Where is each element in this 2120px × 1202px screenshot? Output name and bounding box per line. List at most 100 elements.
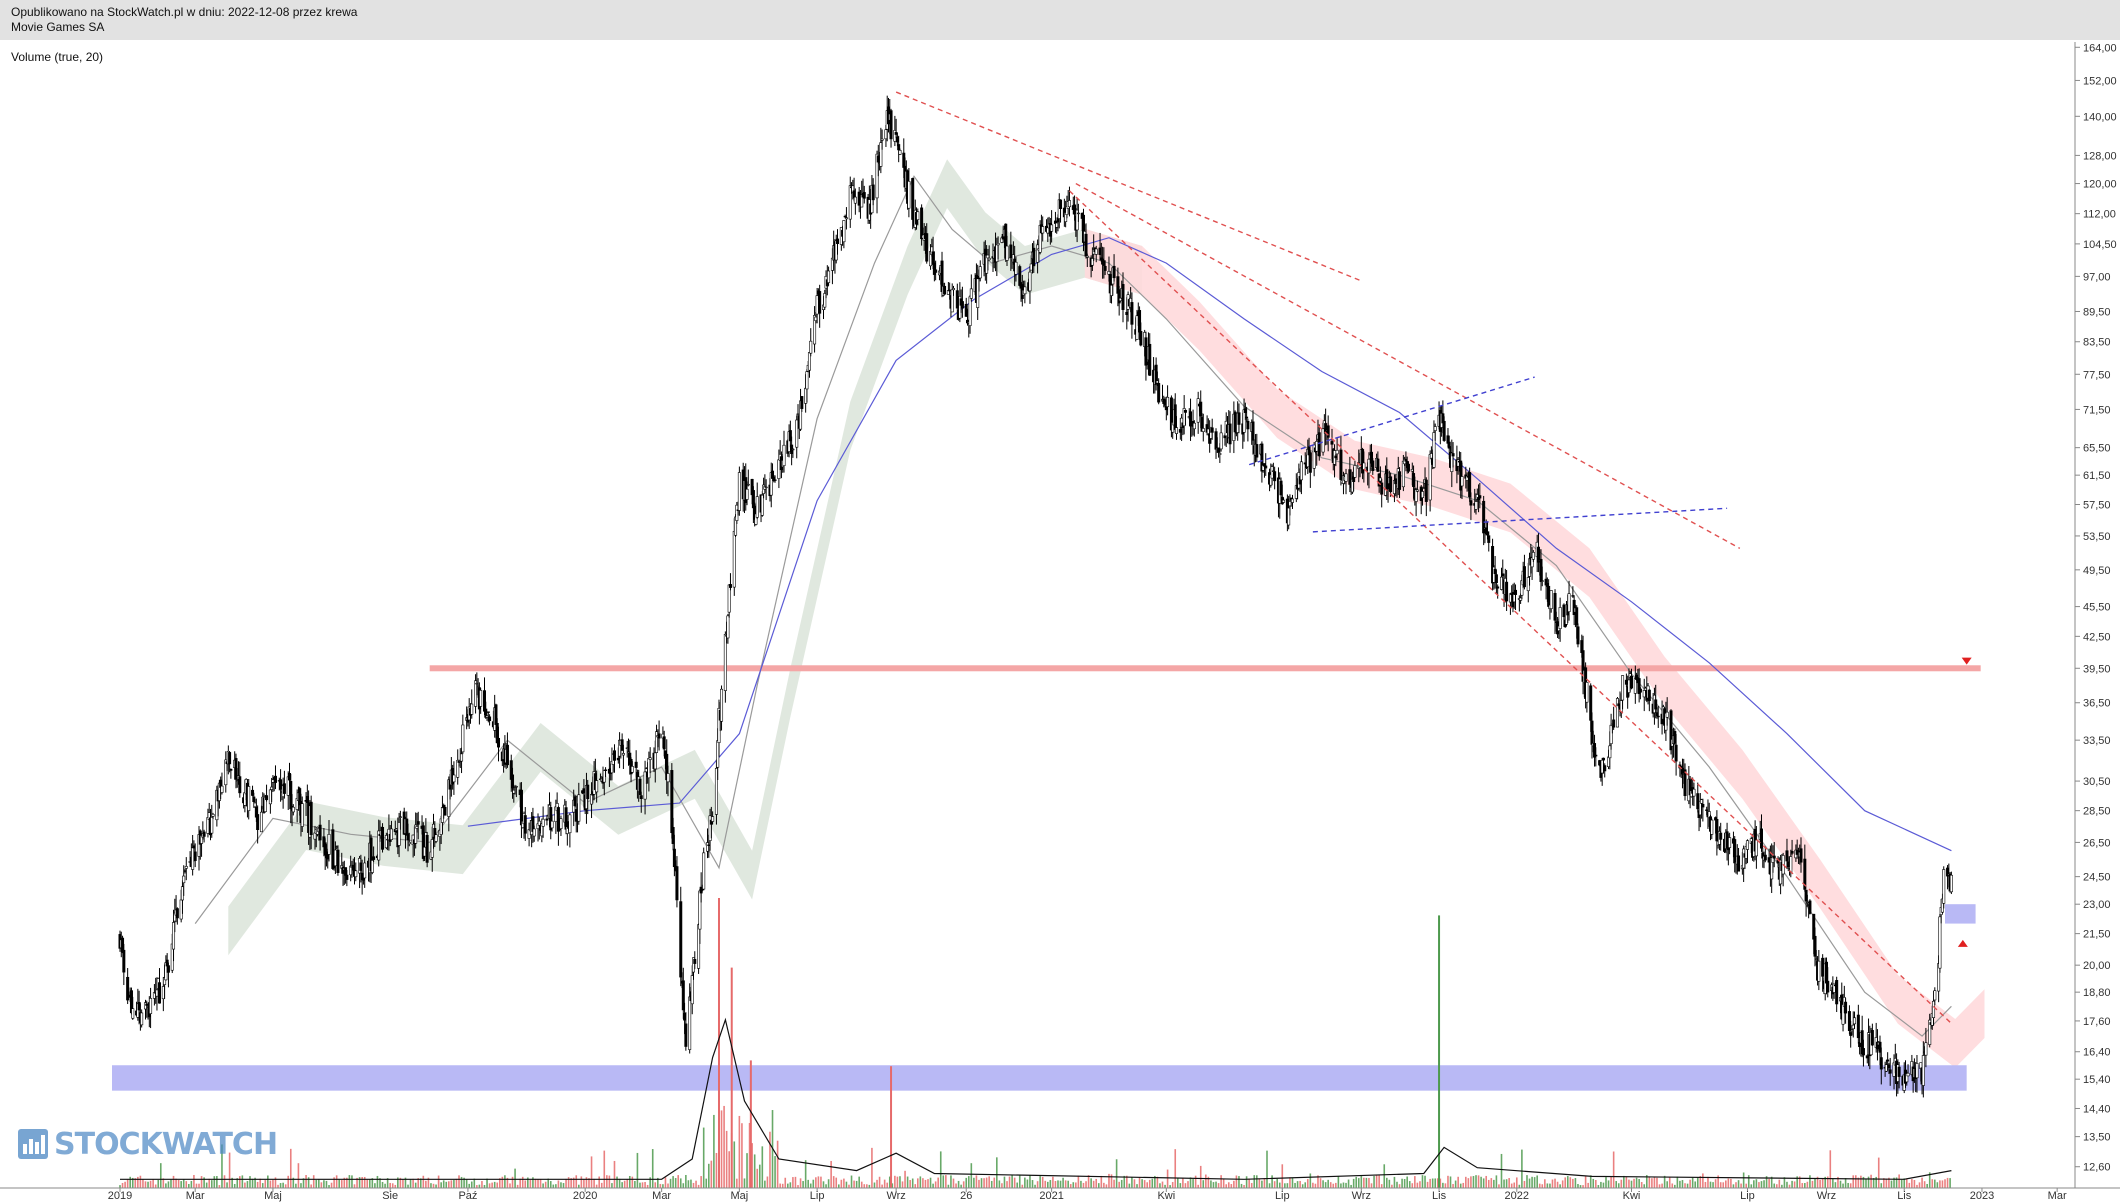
candle-body: [1094, 248, 1098, 255]
candle-body: [460, 753, 464, 762]
candle-body: [1621, 675, 1625, 701]
volume-bar: [1745, 1183, 1747, 1188]
candle-body: [1121, 284, 1125, 310]
volume-bar: [279, 1183, 282, 1188]
volume-bar: [165, 1183, 167, 1188]
volume-bar: [1363, 1177, 1365, 1188]
volume-bar: [1335, 1182, 1337, 1188]
volume-bar: [1268, 1183, 1271, 1188]
candle-body: [182, 875, 186, 884]
volume-bar: [1847, 1182, 1849, 1188]
volume-bar: [458, 1175, 460, 1188]
volume-bar: [1640, 1182, 1643, 1188]
volume-bar: [205, 1182, 208, 1188]
candle-body: [1629, 675, 1633, 689]
volume-bar: [1192, 1179, 1194, 1188]
volume-bar: [1075, 1182, 1077, 1188]
volume-bar: [562, 1183, 565, 1188]
volume-bar: [1210, 1180, 1212, 1188]
candle-body: [1335, 449, 1339, 455]
axes-layer: 164,00 152,00 140,00 128,00 120,00 112,00 104,…: [0, 42, 2120, 1202]
y-tick-label: 17,60: [2083, 1016, 2111, 1028]
candle-body: [1785, 850, 1789, 862]
candle-body: [621, 753, 625, 756]
volume-bar: [1758, 1182, 1760, 1188]
volume-bar: [565, 1178, 567, 1188]
volume-bar: [1154, 1175, 1156, 1188]
volume-bar: [756, 1168, 759, 1188]
volume-bar: [473, 1178, 476, 1188]
candle-body: [1612, 719, 1616, 728]
volume-bar: [807, 1179, 810, 1188]
x-tick-label: 26: [960, 1190, 972, 1202]
volume-bar: [1480, 1176, 1482, 1188]
volume-bar: [1350, 1184, 1352, 1188]
volume-bar: [1875, 1176, 1877, 1188]
volume-bar: [657, 1177, 659, 1188]
volume-bar: [1528, 1178, 1531, 1188]
volume-bar: [720, 1110, 723, 1188]
volume-bar: [1561, 1180, 1564, 1188]
volume-bar: [310, 1184, 312, 1188]
volume-bar: [1345, 1182, 1347, 1188]
candle-body: [764, 486, 768, 489]
candle-body: [702, 852, 706, 890]
volume-bar: [1870, 1174, 1872, 1188]
candle-body: [1468, 472, 1472, 498]
volume-average-line: [120, 1017, 1952, 1180]
volume-bar: [1304, 1182, 1307, 1188]
x-tick-label: Sie: [382, 1190, 398, 1202]
candle-body: [1260, 443, 1264, 472]
candle-body: [1772, 855, 1776, 859]
y-tick-label: 30,50: [2083, 776, 2111, 788]
volume-bar: [1768, 1178, 1770, 1188]
volume-bar: [1184, 1183, 1187, 1188]
volume-bar: [175, 1178, 177, 1188]
trend-line-2: [1075, 182, 1741, 549]
y-tick-label: 21,50: [2083, 929, 2111, 941]
volume-bar: [618, 1178, 621, 1188]
volume-bar: [246, 1181, 249, 1188]
y-tick-label: 15,40: [2083, 1074, 2111, 1086]
candle-body: [1067, 200, 1071, 208]
volume-bar: [1434, 1178, 1437, 1188]
volume-bar: [1322, 1180, 1324, 1188]
candle-body: [795, 419, 799, 448]
candle-body: [1585, 682, 1589, 703]
volume-bar: [927, 1179, 929, 1188]
volume-bar: [1301, 1184, 1304, 1188]
candle-body: [1389, 476, 1393, 493]
volume-bar: [1513, 1182, 1516, 1188]
volume-bar: [323, 1180, 325, 1188]
volume-bar: [766, 1176, 769, 1188]
volume-bar: [1161, 1181, 1164, 1188]
y-tick-label: 49,50: [2083, 565, 2111, 577]
volume-bar: [1923, 1181, 1926, 1188]
volume-bar: [1194, 1175, 1197, 1188]
volume-bar: [1003, 1176, 1006, 1188]
volume-bar: [557, 1180, 560, 1188]
x-tick-label: 2023: [1970, 1190, 1994, 1202]
volume-bar: [1309, 1173, 1312, 1188]
volume-bar: [277, 1184, 279, 1188]
volume-bar: [1024, 1177, 1026, 1188]
volume-bar: [871, 1147, 873, 1188]
candle-body: [456, 760, 460, 778]
volume-bar: [1421, 1175, 1424, 1188]
volume-bar: [1676, 1176, 1679, 1188]
volume-bar: [641, 1182, 644, 1188]
volume-bar: [221, 1144, 223, 1188]
volume-bar: [1294, 1182, 1296, 1188]
volume-bar: [182, 1179, 185, 1188]
y-tick-label: 53,50: [2083, 531, 2111, 543]
candle-body: [1478, 495, 1482, 499]
header-bar: Opublikowano na StockWatch.pl w dniu: 20…: [0, 0, 2120, 40]
volume-bar: [501, 1176, 504, 1188]
volume-bar: [753, 1154, 756, 1188]
candle-body: [1415, 489, 1419, 492]
volume-bar: [832, 1176, 835, 1188]
volume-bar: [1103, 1182, 1105, 1188]
volume-bar: [1426, 1181, 1429, 1188]
volume-bar: [1143, 1180, 1146, 1188]
